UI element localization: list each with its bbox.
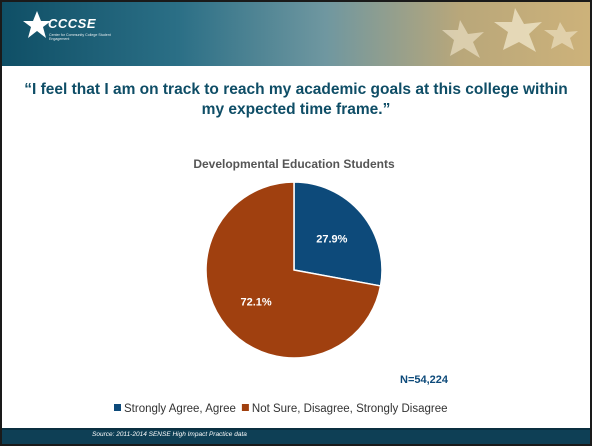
pie-slice-1	[293, 181, 383, 287]
pie-slice-2	[205, 181, 382, 359]
legend-label-2: Not Sure, Disagree, Strongly Disagree	[252, 403, 448, 415]
logo-subtitle: Center for Community College Student Eng…	[49, 33, 111, 42]
legend-swatch-1	[114, 404, 121, 411]
chart-title: Developmental Education Students	[193, 157, 395, 171]
slice-label-2: 72.1%	[241, 297, 272, 309]
logo-text: CCCSE	[48, 16, 97, 31]
header-banner: CCCSE Center for Community College Stude…	[2, 2, 590, 66]
source-note: Source: 2011-2014 SENSE High Impact Prac…	[92, 431, 247, 438]
legend-label-1: Strongly Agree, Agree	[124, 403, 236, 415]
star-decoration-icon	[442, 8, 578, 58]
footer-bar: Source: 2011-2014 SENSE High Impact Prac…	[2, 428, 590, 444]
legend-swatch-2	[241, 404, 249, 411]
logo-star-icon	[23, 11, 51, 38]
slice-label-1: 27.9%	[316, 233, 347, 245]
n-label: N=54,224	[400, 374, 449, 386]
slide-title: “I feel that I am on track to reach my a…	[24, 81, 568, 118]
